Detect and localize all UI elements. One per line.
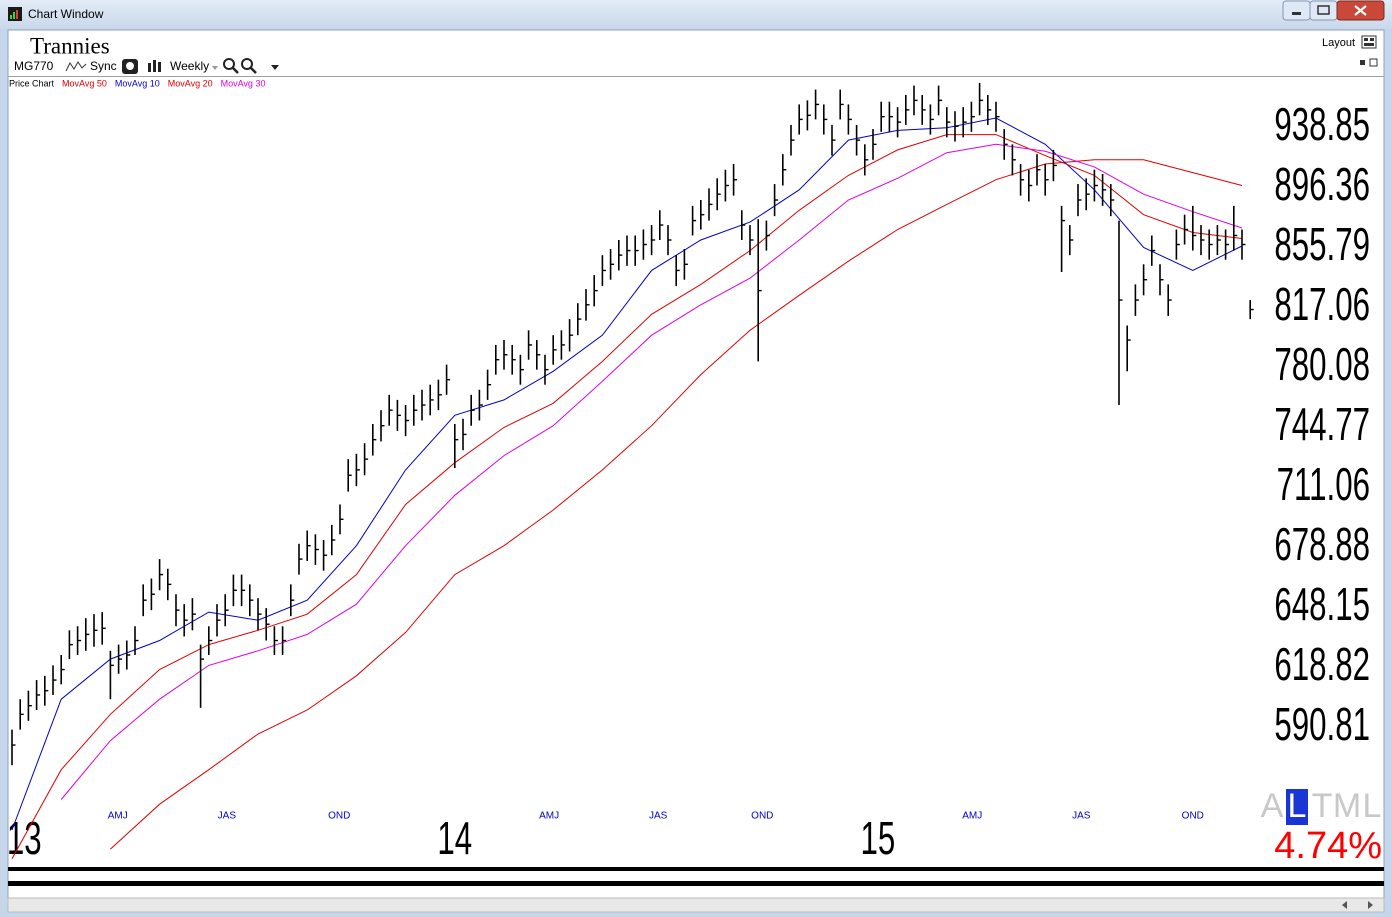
scale-mode-highlight <box>1286 789 1308 825</box>
y-tick-label: 817.06 <box>1274 279 1370 330</box>
pane-restore[interactable] <box>1360 60 1365 65</box>
legend-entry: Price Chart <box>9 78 55 88</box>
sync-icon[interactable] <box>122 59 138 74</box>
symbol-label[interactable]: MG770 <box>14 59 54 73</box>
sync-label[interactable]: Sync <box>90 59 117 73</box>
y-tick-label: 678.88 <box>1274 519 1370 570</box>
client-area <box>7 29 1385 911</box>
y-tick-label: 618.82 <box>1274 639 1370 690</box>
legend-entry: MovAvg 20 <box>168 78 213 88</box>
x-tick-label: OND <box>1182 811 1204 822</box>
scale-mode[interactable]: L <box>1288 787 1307 825</box>
window-title: Chart Window <box>28 7 104 21</box>
y-tick-label: 855.79 <box>1274 219 1370 270</box>
scrollbar[interactable] <box>7 897 1385 913</box>
maximize-button[interactable] <box>1309 0 1338 21</box>
toolbar-menu[interactable] <box>271 65 279 70</box>
window-buttons[interactable] <box>1282 0 1385 21</box>
x-tick-label: OND <box>328 811 350 822</box>
x-tick-label: JAS <box>649 811 668 822</box>
legend-entry: MovAvg 10 <box>115 78 160 88</box>
year-label: 15 <box>861 813 896 864</box>
layout-button[interactable]: Layout <box>1322 37 1355 49</box>
pane-close[interactable] <box>1369 58 1378 67</box>
y-tick-label: 938.85 <box>1274 99 1370 150</box>
app-icon <box>8 7 22 21</box>
chart-style-icon[interactable] <box>65 61 87 72</box>
moving-average-line <box>11 134 1243 860</box>
minimize-icon <box>1292 12 1301 15</box>
y-tick-label: 744.77 <box>1274 399 1370 450</box>
title-bar <box>0 0 1392 29</box>
x-tick-label: JAS <box>1072 811 1091 822</box>
x-tick-label: AMJ <box>108 811 128 822</box>
divider-rule <box>8 881 1384 886</box>
x-tick-label: JAS <box>218 811 237 822</box>
divider-rule <box>8 867 1384 871</box>
bars-icon[interactable] <box>148 60 161 72</box>
moving-average-line <box>60 143 1243 800</box>
zoom-out-icon[interactable] <box>241 58 257 74</box>
scale-mode[interactable]: M <box>1333 787 1361 825</box>
minimize-button[interactable] <box>1282 0 1311 21</box>
year-label: 13 <box>7 813 42 864</box>
legend-entry: MovAvg 30 <box>221 78 266 88</box>
period-label[interactable]: Weekly <box>170 59 209 73</box>
scale-mode[interactable]: T <box>1312 787 1333 825</box>
period-dropdown[interactable] <box>212 66 218 70</box>
x-tick-label: AMJ <box>962 811 982 822</box>
legend-entry: MovAvg 50 <box>62 78 107 88</box>
x-tick-label: OND <box>751 811 773 822</box>
y-tick-label: 711.06 <box>1277 459 1370 510</box>
scale-mode[interactable]: L <box>1363 787 1382 825</box>
close-icon <box>1354 5 1367 16</box>
y-tick-label: 896.36 <box>1274 159 1370 210</box>
y-tick-label: 780.08 <box>1274 339 1370 390</box>
scale-mode[interactable]: A <box>1261 787 1284 825</box>
scale-step: 4.74% <box>1274 825 1382 867</box>
chart-title: Trannies <box>30 33 110 58</box>
zoom-in-icon[interactable] <box>223 58 239 74</box>
year-label: 14 <box>437 813 472 864</box>
layout-icon[interactable] <box>1361 35 1377 49</box>
y-tick-label: 590.81 <box>1274 699 1370 750</box>
x-tick-label: AMJ <box>539 811 559 822</box>
plot-area: 938.85 896.36 855.79 817.06 780.08 744.77 711.… <box>7 78 1382 867</box>
y-tick-label: 648.15 <box>1274 579 1370 630</box>
maximize-icon <box>1317 5 1330 15</box>
